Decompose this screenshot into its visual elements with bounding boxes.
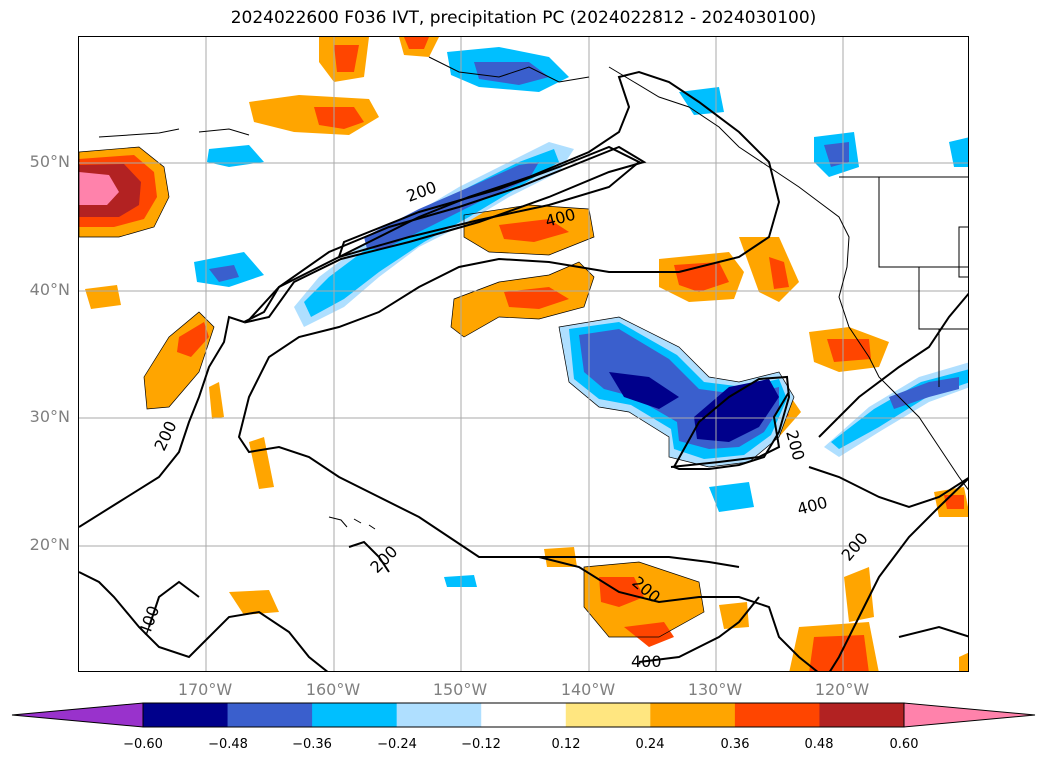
colorbar-segment <box>819 703 905 727</box>
coastlines <box>98 56 968 530</box>
positive-anomaly-fills <box>79 37 968 671</box>
colorbar-extend-high <box>903 702 1036 728</box>
lat-label-20n: 20°N <box>29 535 70 554</box>
colorbar-segments <box>11 702 1036 728</box>
map-title: 2024022600 F036 IVT, precipitation PC (2… <box>230 8 817 28</box>
colorbar-tick: −0.48 <box>208 737 248 752</box>
map-panel: 200 400 200 200 400 200 200 400 400 200 <box>78 36 969 672</box>
lat-label-50n: 50°N <box>29 152 70 171</box>
colorbar-tick: 0.48 <box>804 737 834 752</box>
lon-label-150w: 150°W <box>432 680 488 699</box>
map-canvas: 200 400 200 200 400 200 200 400 400 200 <box>79 37 968 671</box>
contour-label: 200 <box>782 428 808 462</box>
colorbar-svg <box>11 702 1036 728</box>
lon-label-160w: 160°W <box>305 680 361 699</box>
graticule <box>79 37 968 671</box>
colorbar-tick: −0.36 <box>292 737 332 752</box>
colorbar-segment <box>396 703 482 727</box>
ivt-contours <box>79 70 968 671</box>
colorbar-tick: −0.60 <box>123 737 163 752</box>
colorbar-segment <box>481 703 567 727</box>
fill-outlines <box>79 146 795 638</box>
lon-label-130w: 130°W <box>687 680 743 699</box>
contour-label: 400 <box>795 493 829 519</box>
contour-label: 200 <box>150 418 180 454</box>
colorbar-segment <box>227 703 313 727</box>
colorbar <box>0 700 1047 740</box>
contour-label: 400 <box>631 652 662 671</box>
colorbar-segment <box>650 703 736 727</box>
lon-label-120w: 120°W <box>814 680 870 699</box>
colorbar-segment <box>734 703 820 727</box>
colorbar-tick: 0.12 <box>551 737 581 752</box>
lat-label-40n: 40°N <box>29 280 70 299</box>
contour-label: 200 <box>366 542 401 577</box>
colorbar-tick: −0.12 <box>461 737 501 752</box>
colorbar-tick: 0.36 <box>720 737 750 752</box>
lat-label-30n: 30°N <box>29 407 70 426</box>
lon-label-140w: 140°W <box>560 680 616 699</box>
contour-label: 400 <box>135 603 163 638</box>
colorbar-tick: −0.24 <box>377 737 417 752</box>
colorbar-tick: 0.60 <box>889 737 919 752</box>
colorbar-tick: 0.24 <box>635 737 665 752</box>
lon-label-170w: 170°W <box>177 680 233 699</box>
colorbar-segment <box>565 703 651 727</box>
colorbar-segment <box>143 703 229 727</box>
colorbar-segment <box>312 703 398 727</box>
contour-label: 200 <box>404 177 439 205</box>
colorbar-extend-low <box>11 702 144 728</box>
